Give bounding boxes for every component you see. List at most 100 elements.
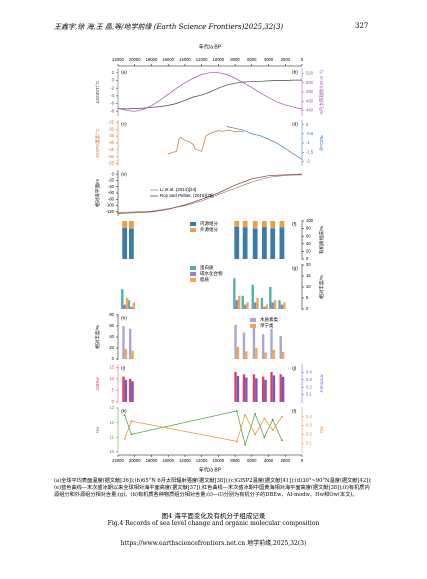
bar: [125, 298, 129, 309]
legend-label: 碳水化合物: [200, 270, 223, 277]
bar: [251, 284, 254, 309]
legend-swatch: [250, 318, 256, 322]
y-tick-label: 20: [306, 249, 311, 254]
bar: [264, 379, 267, 402]
panel-tag: (f): [292, 221, 297, 227]
bar: [270, 371, 273, 402]
bar: [123, 304, 126, 309]
legend-swatch: [190, 228, 196, 232]
y-tick-label: -50: [108, 154, 115, 159]
legend-swatch: [250, 324, 256, 328]
x-tick-label: 10000: [213, 57, 225, 62]
panel-tag: (k): [121, 408, 127, 414]
y-tick-label: 0: [306, 122, 309, 127]
bar: [261, 221, 267, 228]
y-tick-label: 500: [306, 80, 314, 85]
data-point: [254, 412, 257, 415]
y-tick-label: 60: [306, 233, 311, 238]
bar: [283, 302, 286, 309]
y-tick-label: 0.4: [306, 414, 312, 419]
y-tick-label: -55: [108, 161, 115, 166]
bar: [124, 379, 128, 402]
data-point: [271, 418, 274, 421]
bar: [279, 374, 282, 402]
y-tick-label: -8: [110, 108, 114, 113]
bar: [235, 300, 238, 309]
bar: [242, 374, 246, 402]
bar: [271, 302, 274, 309]
bar: [242, 221, 248, 228]
legend-swatch: [190, 272, 196, 276]
bar: [128, 328, 132, 359]
bar: [245, 351, 248, 359]
bar: [255, 378, 258, 402]
data-point: [130, 433, 133, 436]
panel-tag: (j): [292, 365, 297, 371]
y-tick-label: 80: [109, 312, 114, 317]
y-tick-label: -60: [108, 190, 115, 195]
y-tick-label: 20: [306, 262, 311, 267]
y-tick-label: 15: [306, 273, 311, 278]
bar: [279, 221, 285, 228]
y-axis-title: 6月太阳辐射/(W·m⁻²): [318, 70, 325, 114]
bar: [122, 227, 128, 259]
panel-tag: (l): [292, 408, 297, 414]
panel-tag: (e): [121, 171, 127, 177]
legend-label: 内源组分: [200, 220, 218, 227]
y-tick-label: 0: [112, 78, 115, 83]
bar: [127, 300, 131, 309]
y-axis-title: AImod,w: [319, 374, 324, 393]
y-axis-title: 相对海平面/m: [94, 179, 101, 207]
bar: [243, 304, 247, 309]
y-tick-label: 480: [306, 89, 314, 94]
legend-label: 蛋白质: [200, 264, 214, 271]
bar: [234, 221, 240, 227]
y-tick-label: 10: [109, 376, 114, 381]
bar: [272, 375, 276, 402]
y-tick-label: 0.3: [306, 377, 312, 382]
data-point: [235, 440, 238, 443]
x-tick-label: 18000: [146, 57, 158, 62]
bar: [252, 374, 256, 402]
data-point: [271, 429, 274, 431]
y-tick-label: 440: [306, 108, 314, 113]
data-point: [281, 439, 283, 442]
y-tick-label: 0.2: [306, 384, 312, 389]
bar: [280, 304, 284, 309]
data-line: [117, 79, 302, 110]
panel-tag: (c): [121, 121, 127, 127]
bar: [255, 348, 258, 359]
y-tick-label: 0: [112, 399, 115, 404]
bar: [121, 289, 124, 309]
data-point: [263, 436, 266, 439]
figure-title: 图4 海平面变化及有机分子组成记录: [161, 512, 266, 520]
y-tick-label: 520: [306, 71, 314, 76]
x-tick-label: 16000: [162, 57, 174, 62]
panel-tag: (i): [121, 365, 126, 371]
y-axis-title: 有机质组成/%: [318, 226, 325, 254]
x-tick-label: 0: [301, 458, 304, 463]
y-tick-label: 5: [306, 295, 309, 300]
bar: [122, 221, 128, 228]
x-tick-label: 2000: [281, 458, 291, 463]
bar: [281, 376, 285, 402]
y-tick-label: 13: [109, 405, 114, 410]
y-tick-label: 12: [109, 420, 114, 425]
y-tick-label: 2: [112, 70, 115, 75]
x-tick-label: 0: [301, 57, 304, 62]
legend-swatch: [190, 278, 196, 282]
y-tick-label: 5: [112, 388, 115, 393]
y-tick-label: 0: [112, 356, 115, 361]
x-tick-label: 2000: [281, 57, 291, 62]
figure-title-en: Fig.4 Records of sea level change and or…: [107, 520, 320, 527]
y-axis-title: DBEw: [95, 376, 100, 389]
x-tick-label: 16000: [162, 458, 174, 463]
bar: [260, 298, 264, 309]
panel-tag: (d): [292, 121, 298, 127]
y-tick-label: -45: [108, 147, 115, 152]
bar: [128, 378, 132, 402]
panel-tag: (a): [121, 69, 127, 75]
y-tick-label: -25: [108, 119, 115, 124]
